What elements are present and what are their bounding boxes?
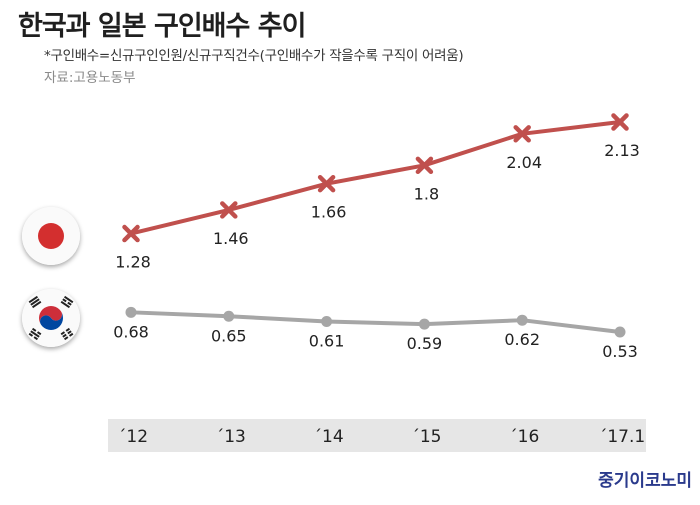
korea-point (516, 314, 528, 326)
korea-point (614, 326, 626, 338)
korea-series-line (129, 310, 622, 334)
korea-point (321, 316, 333, 327)
japan-data-label: 1.66 (311, 203, 347, 222)
korea-data-label: 0.53 (602, 342, 638, 361)
japan-point (220, 201, 238, 219)
korea-data-label: 0.59 (407, 334, 443, 353)
x-tick-label: ´15 (411, 427, 441, 447)
japan-series-line (129, 120, 622, 236)
japan-point (415, 156, 434, 175)
korea-flag-icon (22, 289, 80, 347)
chart-title: 한국과 일본 구인배수 추이 (18, 11, 306, 42)
x-tick-label: ´16 (509, 427, 539, 447)
x-tick-label: ´14 (314, 427, 344, 447)
korea-data-label: 0.68 (113, 322, 149, 341)
x-tick-label: ´13 (216, 427, 246, 447)
chart-source: 자료:고용노동부 (44, 70, 136, 86)
japan-point (122, 224, 140, 243)
x-tick-label: ´17.1 (599, 427, 645, 447)
japan-flag-icon (22, 207, 80, 265)
japan-point (611, 113, 629, 131)
korea-point (223, 310, 235, 322)
brand-logo: 중기이코노미 (598, 471, 692, 491)
japan-data-label: 1.8 (414, 184, 439, 203)
japan-data-label: 1.46 (213, 229, 249, 248)
japan-data-label: 1.28 (115, 253, 151, 272)
korea-data-label: 0.65 (211, 326, 247, 345)
chart-note: *구인배수=신규구인인원/신규구직건수(구인배수가 작을수록 구직이 어려움) (44, 48, 464, 64)
korea-data-label: 0.62 (504, 330, 540, 349)
korea-point (418, 318, 430, 330)
japan-point (513, 125, 531, 143)
x-tick-label: ´12 (118, 427, 148, 447)
japan-data-label: 2.13 (604, 141, 640, 160)
korea-data-label: 0.61 (309, 332, 345, 351)
korea-point (125, 306, 137, 318)
x-axis-band (108, 419, 646, 452)
japan-data-label: 2.04 (506, 153, 542, 172)
japan-point (317, 174, 336, 193)
